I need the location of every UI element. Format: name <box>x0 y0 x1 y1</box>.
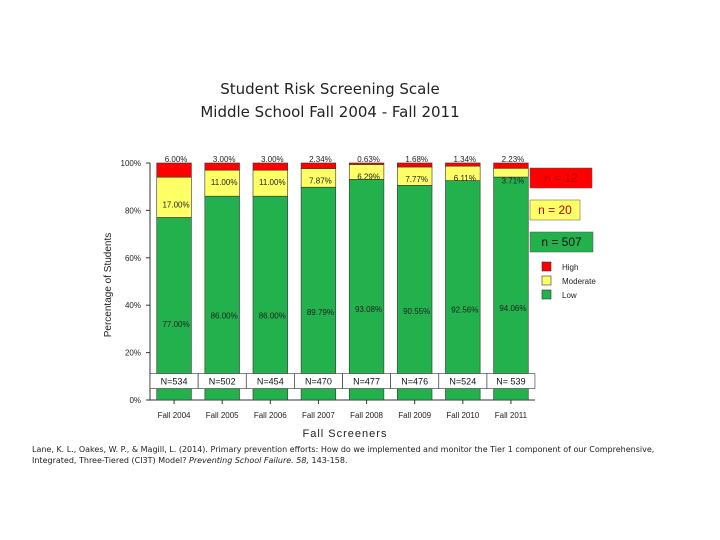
bar-high <box>348 162 385 165</box>
data-label: 3.00% <box>213 155 236 164</box>
bar-low <box>348 179 385 401</box>
data-label: 2.23% <box>502 155 525 164</box>
bar-low <box>204 195 240 401</box>
data-label: 2.34% <box>309 155 332 164</box>
data-label: 94.06% <box>499 304 526 313</box>
legend-label-low: Low <box>562 291 577 300</box>
bar-high <box>493 162 529 169</box>
n-label: N=524 <box>449 377 476 387</box>
data-label: 3.00% <box>261 155 284 164</box>
x-tick-label: Fall 2011 <box>495 411 528 420</box>
data-label: 7.77% <box>405 175 428 184</box>
annotation-box <box>529 167 593 189</box>
annotation-box <box>529 231 594 253</box>
y-tick-label: 80% <box>125 206 141 215</box>
y-tick-label: 40% <box>125 301 141 310</box>
chart-title-line-1: Student Risk Screening Scale <box>220 80 440 98</box>
bar-low <box>397 185 433 401</box>
data-label: 92.56% <box>451 305 478 314</box>
citation-text: Lane, K. L., Oakes, W. P., & Magill, L. … <box>32 445 655 465</box>
legend-label-high: High <box>562 263 578 272</box>
chart-title-line-2: Middle School Fall 2004 - Fall 2011 <box>200 103 459 121</box>
citation-journal: Preventing School Failure. 58, <box>189 456 309 465</box>
bar-high <box>252 162 288 171</box>
annotations: n = 12 n = 20 n = 507 <box>529 167 594 253</box>
n-label: N=477 <box>353 377 380 387</box>
n-label: N= 539 <box>496 377 525 387</box>
data-label: 6.00% <box>165 155 188 164</box>
bars <box>156 162 529 401</box>
x-axis-label: Fall Screeners <box>303 428 388 440</box>
annotation-label: n = 507 <box>541 235 582 249</box>
data-label: 7.87% <box>309 177 332 186</box>
legend-swatch-moderate <box>541 275 552 286</box>
data-label: 1.34% <box>453 155 476 164</box>
y-tick-label: 60% <box>125 254 141 263</box>
n-label: N=470 <box>305 377 332 387</box>
y-tick-label: 20% <box>125 349 141 358</box>
n-label: N=454 <box>257 377 284 387</box>
data-label: 90.55% <box>403 307 430 316</box>
x-tick-label: Fall 2006 <box>254 411 287 420</box>
n-label: N=476 <box>401 377 428 387</box>
bar-high <box>204 162 240 171</box>
annotation-box <box>529 199 581 221</box>
n-labels: N=534 N=502 N=454 N=470 N=477 N=476 N=524 N= 53… <box>149 373 536 389</box>
data-label: 1.68% <box>405 155 428 164</box>
legend-swatch-high <box>541 261 552 272</box>
bar-high <box>397 162 433 168</box>
x-tick-label: Fall 2008 <box>350 411 383 420</box>
data-label: 77.00% <box>162 320 189 329</box>
data-label: 86.00% <box>259 311 286 320</box>
y-axis-label: Percentage of Students <box>103 233 114 338</box>
citation-pages: 143-158. <box>308 456 348 465</box>
bar-low <box>156 217 192 401</box>
legend: High Moderate Low <box>541 261 596 300</box>
bar-high <box>445 162 481 167</box>
y-tick-label: 100% <box>121 159 141 168</box>
x-tick-label: Fall 2010 <box>446 411 479 420</box>
n-label: N=502 <box>209 377 236 387</box>
bar-low <box>300 186 337 401</box>
x-tick-label: Fall 2004 <box>158 411 191 420</box>
data-label: 11.00% <box>259 178 286 187</box>
bar-low <box>493 176 529 401</box>
data-label: 89.79% <box>307 308 334 317</box>
bar-low <box>445 180 481 401</box>
x-tick-label: Fall 2009 <box>398 411 431 420</box>
data-label: 17.00% <box>162 200 189 209</box>
data-label: 0.63% <box>357 155 380 164</box>
segment-labels: 77.00% 17.00% 6.00% 86.00% 11.00% 3.00% 86.00%… <box>162 155 526 329</box>
data-label: 93.08% <box>355 305 382 314</box>
bar-high <box>156 162 192 178</box>
bar-high <box>300 162 337 169</box>
annotation-label: n = 12 <box>544 171 578 185</box>
citation: Lane, K. L., Oakes, W. P., & Magill, L. … <box>32 444 672 466</box>
bar-moderate <box>204 169 240 197</box>
data-label: 11.00% <box>211 178 238 187</box>
bar-low <box>252 195 288 401</box>
x-tick-label: Fall 2005 <box>206 411 239 420</box>
data-label: 3.71% <box>502 176 525 185</box>
data-label: 6.29% <box>357 172 380 181</box>
bar-moderate <box>156 176 192 218</box>
n-label: N=534 <box>161 377 188 387</box>
legend-label-moderate: Moderate <box>562 277 596 286</box>
x-tick-label: Fall 2007 <box>302 411 335 420</box>
n-box <box>486 373 536 389</box>
data-label: 86.00% <box>211 311 238 320</box>
annotation-label: n = 20 <box>538 203 572 217</box>
y-tick-label: 0% <box>129 396 141 405</box>
data-label: 6.11% <box>454 174 476 183</box>
legend-swatch-low <box>541 289 552 300</box>
bar-moderate <box>252 169 288 197</box>
